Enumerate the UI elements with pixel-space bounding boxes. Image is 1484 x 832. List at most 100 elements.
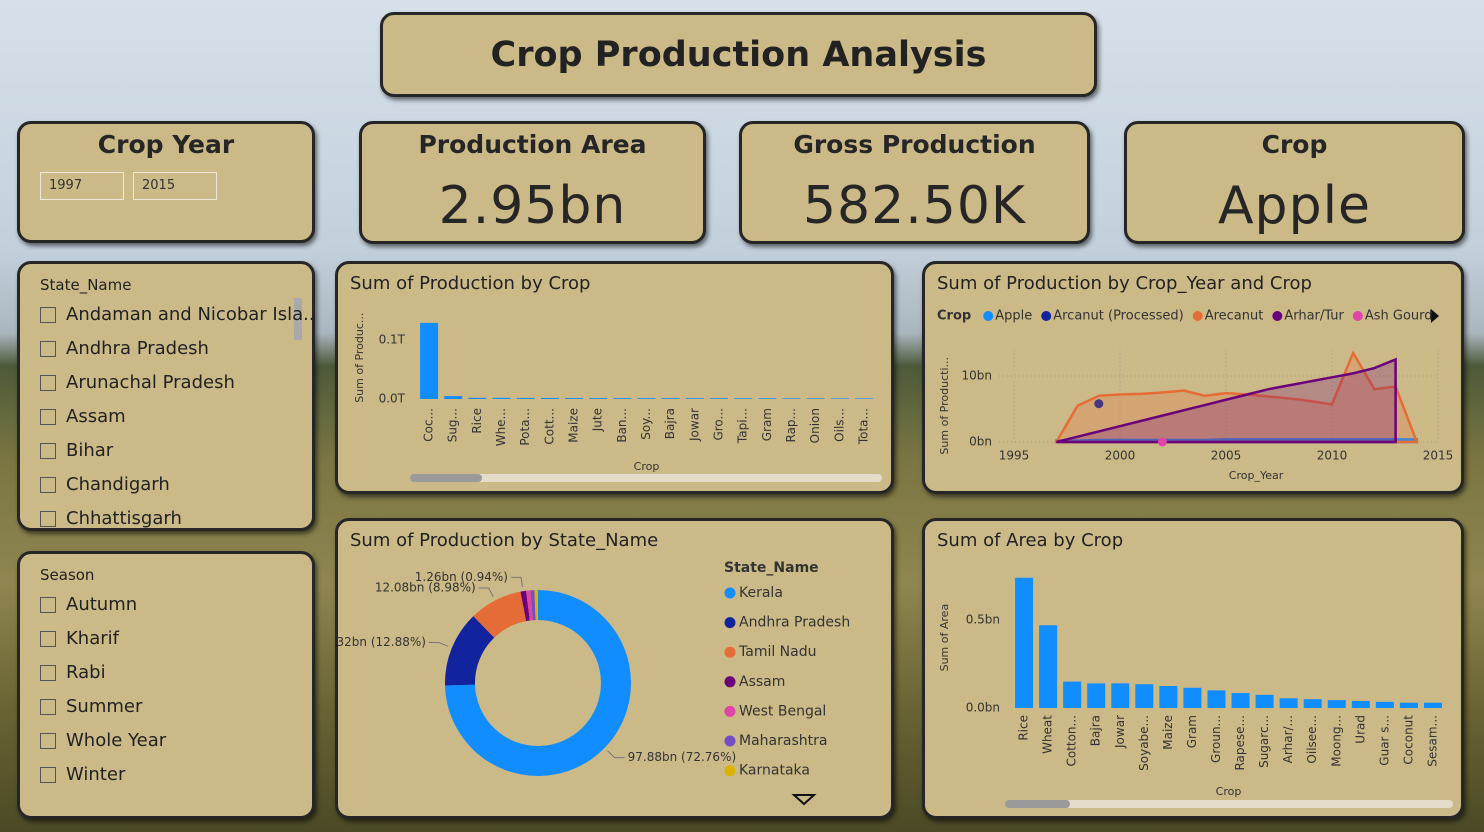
- slicer-item[interactable]: Whole Year: [40, 730, 166, 751]
- legend-label[interactable]: Arecanut: [1205, 309, 1264, 324]
- chart-panel: Sum of Production by Crop_Year and Crop 0…: [922, 261, 1464, 494]
- slicer-item[interactable]: Assam: [40, 406, 126, 427]
- legend-label[interactable]: Tamil Nadu: [738, 644, 817, 660]
- chart-panel: Sum of Area by Crop 0.0bn 0.5bn Rice Wheat Co…: [922, 518, 1464, 819]
- bar: [661, 398, 680, 399]
- slicer-item[interactable]: Chandigarh: [40, 474, 170, 495]
- x-tick-label: Pota...: [518, 408, 532, 446]
- card-value: 582.50K: [802, 176, 1027, 236]
- scrollbar-track: [1005, 800, 1453, 808]
- chart: Sum of Production by Crop 0.0T 0.1T Coc... S…: [350, 273, 882, 482]
- checkbox[interactable]: [40, 630, 56, 647]
- legend-label[interactable]: Apple: [995, 309, 1032, 324]
- x-axis-title: Crop: [634, 460, 660, 473]
- checkbox[interactable]: [40, 510, 56, 527]
- legend-next-arrow[interactable]: [1431, 309, 1439, 323]
- checkbox[interactable]: [40, 408, 56, 425]
- legend-label[interactable]: Arcanut (Processed): [1053, 309, 1183, 324]
- checkbox[interactable]: [40, 732, 56, 749]
- legend-label[interactable]: Maharashtra: [739, 733, 827, 749]
- bar: [492, 397, 511, 399]
- checkbox[interactable]: [40, 698, 56, 715]
- x-tick-label: Rapese...: [1233, 715, 1247, 771]
- scrollbar-thumb[interactable]: [1005, 800, 1070, 808]
- checkbox[interactable]: [40, 476, 56, 493]
- slicer-item[interactable]: Rabi: [40, 662, 106, 683]
- checkbox[interactable]: [40, 596, 56, 613]
- slicer-item[interactable]: Arunachal Pradesh: [40, 372, 235, 393]
- slicer-item[interactable]: Summer: [40, 696, 142, 717]
- slicer-item-label: Summer: [66, 696, 143, 717]
- slicer-item-label: Chandigarh: [66, 474, 170, 495]
- scrollbar-thumb[interactable]: [410, 474, 482, 482]
- legend-scroll-arrow[interactable]: [791, 794, 817, 806]
- donut-slice: [473, 591, 527, 638]
- x-tick-label: Maize: [1161, 715, 1175, 750]
- checkbox[interactable]: [40, 664, 56, 681]
- bar: [1399, 702, 1418, 708]
- legend-swatch: [724, 617, 736, 629]
- x-tick-label: 2010: [1317, 449, 1348, 463]
- legend-label[interactable]: Assam: [739, 674, 785, 690]
- bar: [854, 398, 873, 399]
- slicer-item[interactable]: Andhra Pradesh: [40, 338, 209, 359]
- slicer-item[interactable]: Andaman and Nicobar Isla...: [40, 304, 312, 325]
- year-from[interactable]: 1997: [40, 172, 124, 200]
- x-tick-label: Rice: [470, 408, 484, 434]
- x-tick-label: Whe...: [494, 408, 508, 446]
- legend-label[interactable]: West Bengal: [739, 703, 826, 719]
- bar: [709, 398, 728, 399]
- legend-label[interactable]: Andhra Pradesh: [739, 615, 850, 631]
- donut-slice: [534, 590, 538, 621]
- slicer-item[interactable]: Autumn: [40, 594, 137, 615]
- chart-title: Sum of Production by Crop_Year and Crop: [937, 273, 1312, 294]
- checkbox[interactable]: [40, 306, 56, 323]
- y-tick-label: 0.5bn: [966, 613, 1000, 627]
- chart: Sum of Area by Crop 0.0bn 0.5bn Rice Wheat Co…: [937, 530, 1453, 808]
- card-title: Gross Production: [793, 130, 1036, 159]
- legend-swatch: [983, 311, 994, 321]
- x-tick-label: Oilsee...: [1305, 715, 1319, 764]
- slicer-item-label: Winter: [66, 764, 126, 785]
- legend-label[interactable]: Karnataka: [739, 763, 810, 779]
- x-tick-label: Tapi...: [736, 408, 750, 444]
- legend-label[interactable]: Kerala: [739, 585, 783, 601]
- checkbox[interactable]: [40, 340, 56, 357]
- x-tick-label: Coconut: [1401, 715, 1415, 765]
- data-label: 12.08bn (8.98%): [375, 581, 476, 595]
- legend-swatch: [724, 705, 736, 717]
- y-axis-title: Sum of Area: [938, 604, 951, 672]
- bar: [565, 398, 584, 399]
- legend-title: Crop: [937, 309, 971, 324]
- y-axis-title: Sum of Produc...: [353, 313, 366, 403]
- x-tick-label: Bajra: [1089, 715, 1103, 746]
- legend-swatch: [724, 646, 736, 658]
- x-tick-label: Moong...: [1329, 715, 1343, 767]
- legend-label[interactable]: Arhar/Tur: [1284, 309, 1344, 324]
- slicer-item[interactable]: Winter: [40, 764, 125, 785]
- x-tick-label: 2015: [1423, 449, 1454, 463]
- chart-title: Sum of Production by Crop: [350, 273, 590, 294]
- slicer-item[interactable]: Kharif: [40, 628, 119, 649]
- data-point: [1157, 437, 1167, 447]
- legend-label[interactable]: Ash Gourd: [1365, 309, 1433, 324]
- slicer-item[interactable]: Bihar: [40, 440, 113, 461]
- x-tick-label: Bajra: [663, 408, 677, 439]
- x-tick-label: Soyabe...: [1137, 715, 1151, 771]
- year-to[interactable]: 2015: [133, 172, 217, 200]
- bar: [1231, 693, 1250, 708]
- bar: [516, 397, 535, 399]
- bar: [613, 398, 632, 399]
- checkbox[interactable]: [40, 374, 56, 391]
- scrollbar[interactable]: [294, 298, 302, 340]
- x-tick-label: Jute: [591, 408, 605, 432]
- x-tick-label: Wheat: [1041, 715, 1055, 754]
- slicer-item[interactable]: Chhattisgarh: [40, 508, 182, 528]
- checkbox[interactable]: [40, 766, 56, 783]
- bar: [685, 398, 704, 399]
- checkbox[interactable]: [40, 442, 56, 459]
- x-tick-label: Cott...: [542, 408, 556, 445]
- y-axis-title: Sum of Producti...: [938, 357, 951, 455]
- chart-title: Sum of Area by Crop: [937, 530, 1123, 551]
